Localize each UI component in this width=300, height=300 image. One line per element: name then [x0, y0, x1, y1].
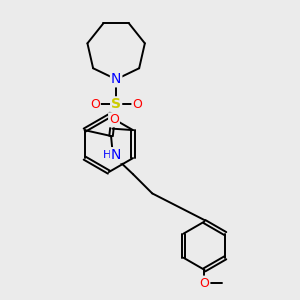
Text: H: H	[103, 150, 111, 160]
Text: N: N	[111, 148, 121, 162]
Text: O: O	[132, 98, 142, 111]
Text: O: O	[90, 98, 100, 111]
Text: O: O	[109, 113, 119, 126]
Text: N: N	[111, 72, 121, 86]
Text: O: O	[200, 277, 209, 290]
Text: S: S	[111, 98, 121, 111]
